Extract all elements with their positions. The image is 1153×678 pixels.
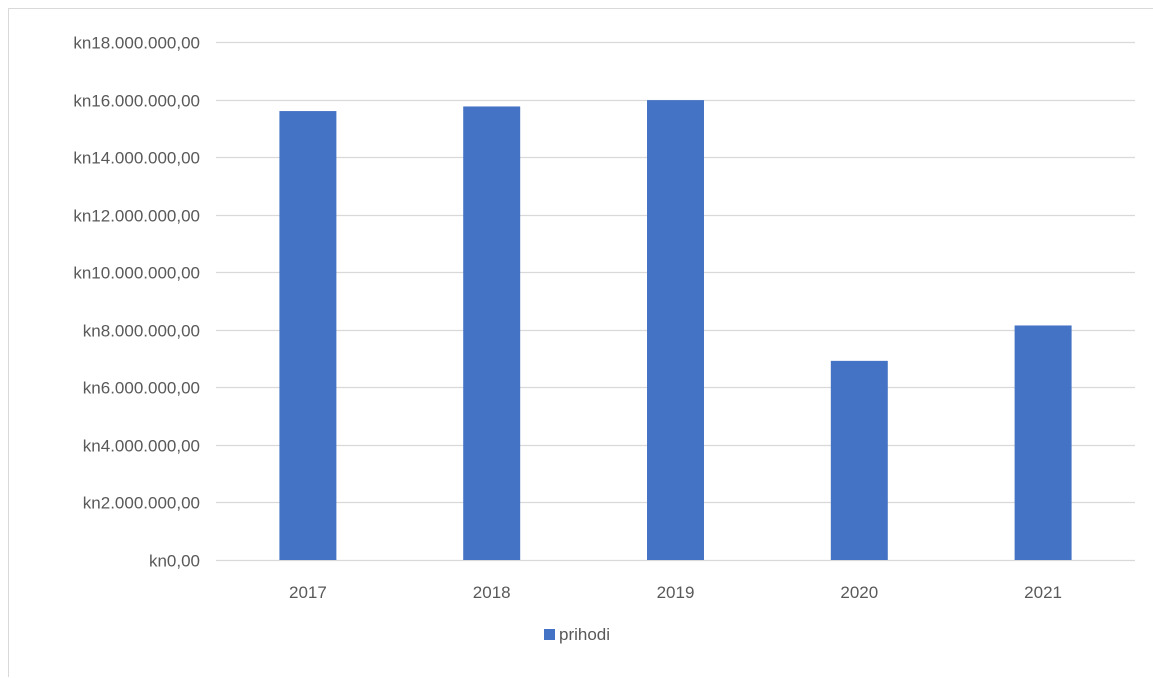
bar-2021: [1014, 325, 1072, 560]
legend-swatch: [544, 629, 555, 640]
x-tick-label: 2018: [473, 583, 511, 602]
y-tick-label: kn0,00: [149, 552, 200, 571]
y-tick-label: kn18.000.000,00: [73, 34, 200, 53]
y-tick-label: kn12.000.000,00: [73, 207, 200, 226]
legend-label: prihodi: [559, 625, 610, 644]
y-tick-label: kn6.000.000,00: [83, 379, 200, 398]
y-tick-label: kn14.000.000,00: [73, 149, 200, 168]
legend: prihodi: [544, 625, 610, 644]
bars: [279, 100, 1072, 561]
chart-area: kn0,00 kn2.000.000,00 kn4.000.000,00 kn6.00…: [8, 8, 1153, 677]
y-tick-label: kn8.000.000,00: [83, 322, 200, 341]
bar-2019: [647, 100, 704, 561]
bar-chart: kn0,00 kn2.000.000,00 kn4.000.000,00 kn6.00…: [73, 34, 1135, 644]
x-tick-label: 2020: [840, 583, 878, 602]
y-tick-label: kn16.000.000,00: [73, 92, 200, 111]
bar-2017: [279, 111, 337, 561]
x-tick-label: 2021: [1024, 583, 1062, 602]
y-tick-label: kn10.000.000,00: [73, 264, 200, 283]
y-tick-label: kn4.000.000,00: [83, 437, 200, 456]
bar-2018: [463, 106, 521, 560]
y-tick-label: kn2.000.000,00: [83, 494, 200, 513]
y-axis-tick-labels: kn0,00 kn2.000.000,00 kn4.000.000,00 kn6.00…: [73, 34, 200, 571]
bar-2020: [830, 360, 888, 560]
x-tick-label: 2019: [657, 583, 695, 602]
x-tick-label: 2017: [289, 583, 327, 602]
x-axis-tick-labels: 2017 2018 2019 2020 2021: [289, 583, 1062, 602]
